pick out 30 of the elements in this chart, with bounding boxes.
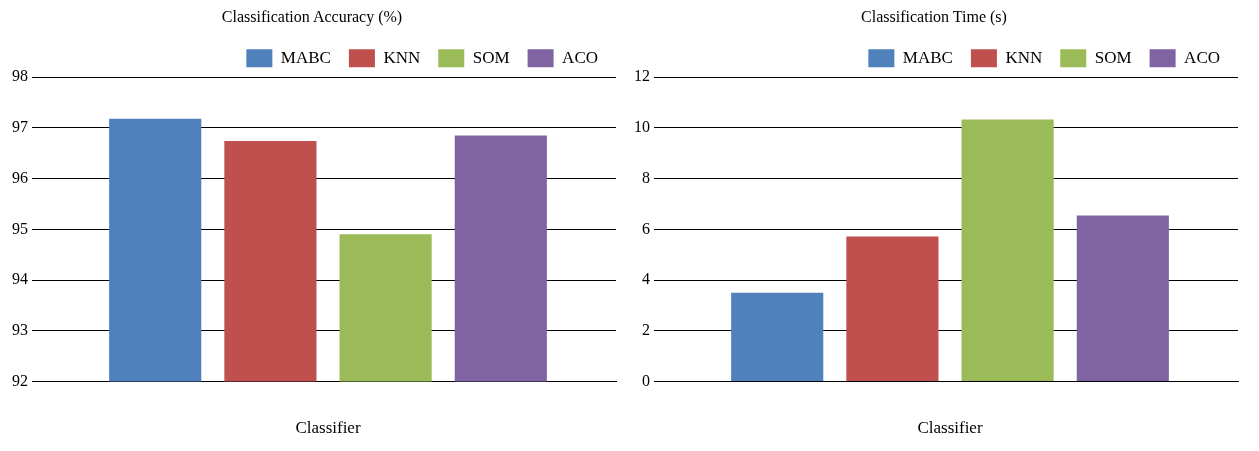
y-tick-label: 4 (642, 270, 650, 288)
legend-label: MABC (280, 47, 331, 67)
y-tick-label: 12 (634, 67, 650, 85)
y-tick-label: 6 (642, 219, 650, 237)
bar (961, 119, 1054, 381)
y-tick-label: 2 (642, 320, 650, 338)
y-tick-label: 94 (12, 270, 28, 288)
bar (1076, 215, 1169, 381)
y-tick-label: 0 (642, 371, 650, 389)
y-tick-label: 8 (642, 168, 650, 186)
x-axis-title: Classifier (917, 418, 983, 438)
legend-label: KNN (383, 47, 421, 67)
chart-title: Classification Accuracy (%) (221, 7, 403, 26)
y-tick-label: 92 (12, 371, 28, 389)
legend-label: KNN (1005, 47, 1043, 67)
y-tick-label: 98 (12, 67, 28, 85)
bar (731, 292, 824, 381)
legend-label: ACO (562, 47, 599, 67)
legend-label: SOM (472, 47, 510, 67)
y-tick-label: 96 (12, 168, 28, 186)
x-axis-title: Classifier (295, 418, 361, 438)
legend-label: MABC (902, 47, 953, 67)
chart-title: Classification Time (s) (861, 7, 1007, 26)
y-tick-label: 95 (12, 219, 28, 237)
y-tick-label: 10 (634, 118, 650, 136)
legend-label: SOM (1094, 47, 1132, 67)
y-tick-label: 97 (12, 118, 28, 136)
bar (846, 236, 939, 381)
y-tick-label: 93 (12, 320, 28, 338)
legend-label: ACO (1184, 47, 1221, 67)
